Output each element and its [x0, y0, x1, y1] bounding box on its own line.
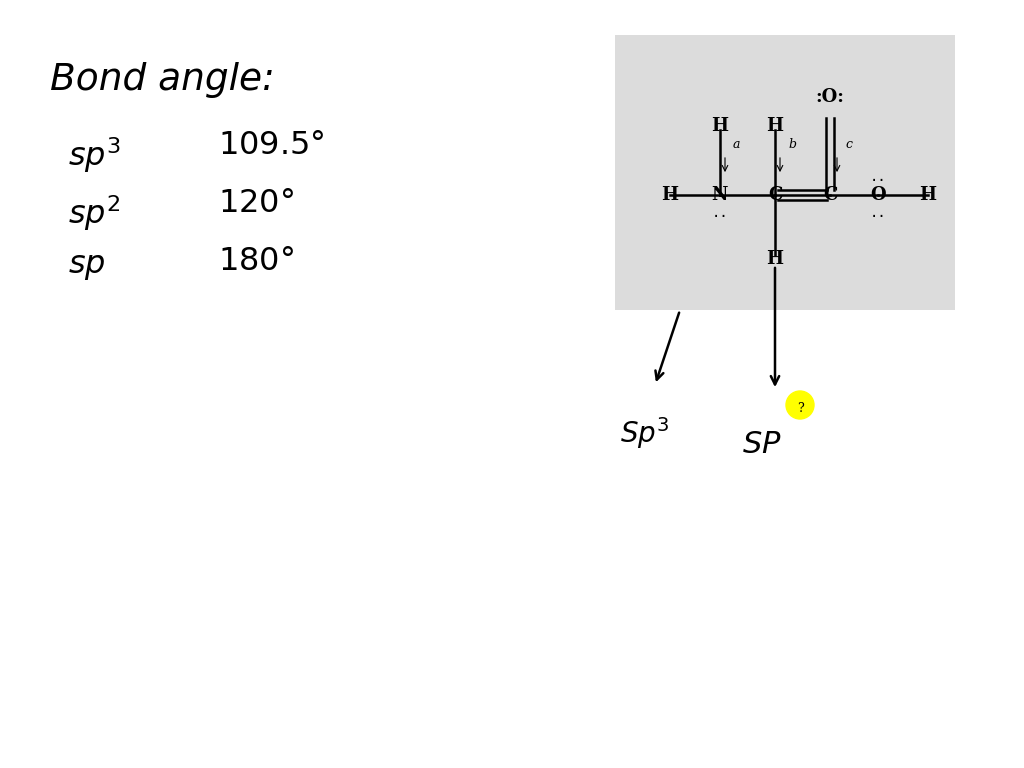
Text: Bond angle:: Bond angle: [50, 62, 274, 98]
Bar [615, 35, 955, 310]
Text: b: b [788, 138, 796, 151]
Circle shape [786, 391, 814, 419]
Text: $\mathit{109.5°}$: $\mathit{109.5°}$ [218, 130, 325, 161]
Text: ..: .. [712, 206, 728, 220]
Text: $\mathit{sp}^3$: $\mathit{sp}^3$ [68, 135, 121, 174]
Text: $\mathit{sp}$: $\mathit{sp}$ [68, 251, 105, 282]
Text: H: H [712, 117, 728, 135]
Text: ..: .. [869, 206, 887, 220]
Text: $\mathit{SP}$: $\mathit{SP}$ [742, 430, 781, 459]
Text: $\mathit{Sp}^3$: $\mathit{Sp}^3$ [620, 415, 670, 451]
Text: $\mathit{120°}$: $\mathit{120°}$ [218, 188, 294, 219]
Text: C: C [768, 186, 782, 204]
Text: a: a [733, 138, 740, 151]
Text: O: O [870, 186, 886, 204]
Text: C: C [823, 186, 838, 204]
Text: N: N [712, 186, 728, 204]
Text: :O:: :O: [815, 88, 845, 106]
Text: H: H [767, 250, 783, 268]
Text: H: H [767, 117, 783, 135]
Text: H: H [662, 186, 679, 204]
Text: H: H [920, 186, 937, 204]
Text: c: c [845, 138, 852, 151]
Text: ..: .. [869, 170, 887, 184]
Text: $\mathit{180°}$: $\mathit{180°}$ [218, 246, 294, 277]
Text: $\mathit{sp}^2$: $\mathit{sp}^2$ [68, 193, 121, 233]
Text: ?: ? [797, 402, 804, 415]
